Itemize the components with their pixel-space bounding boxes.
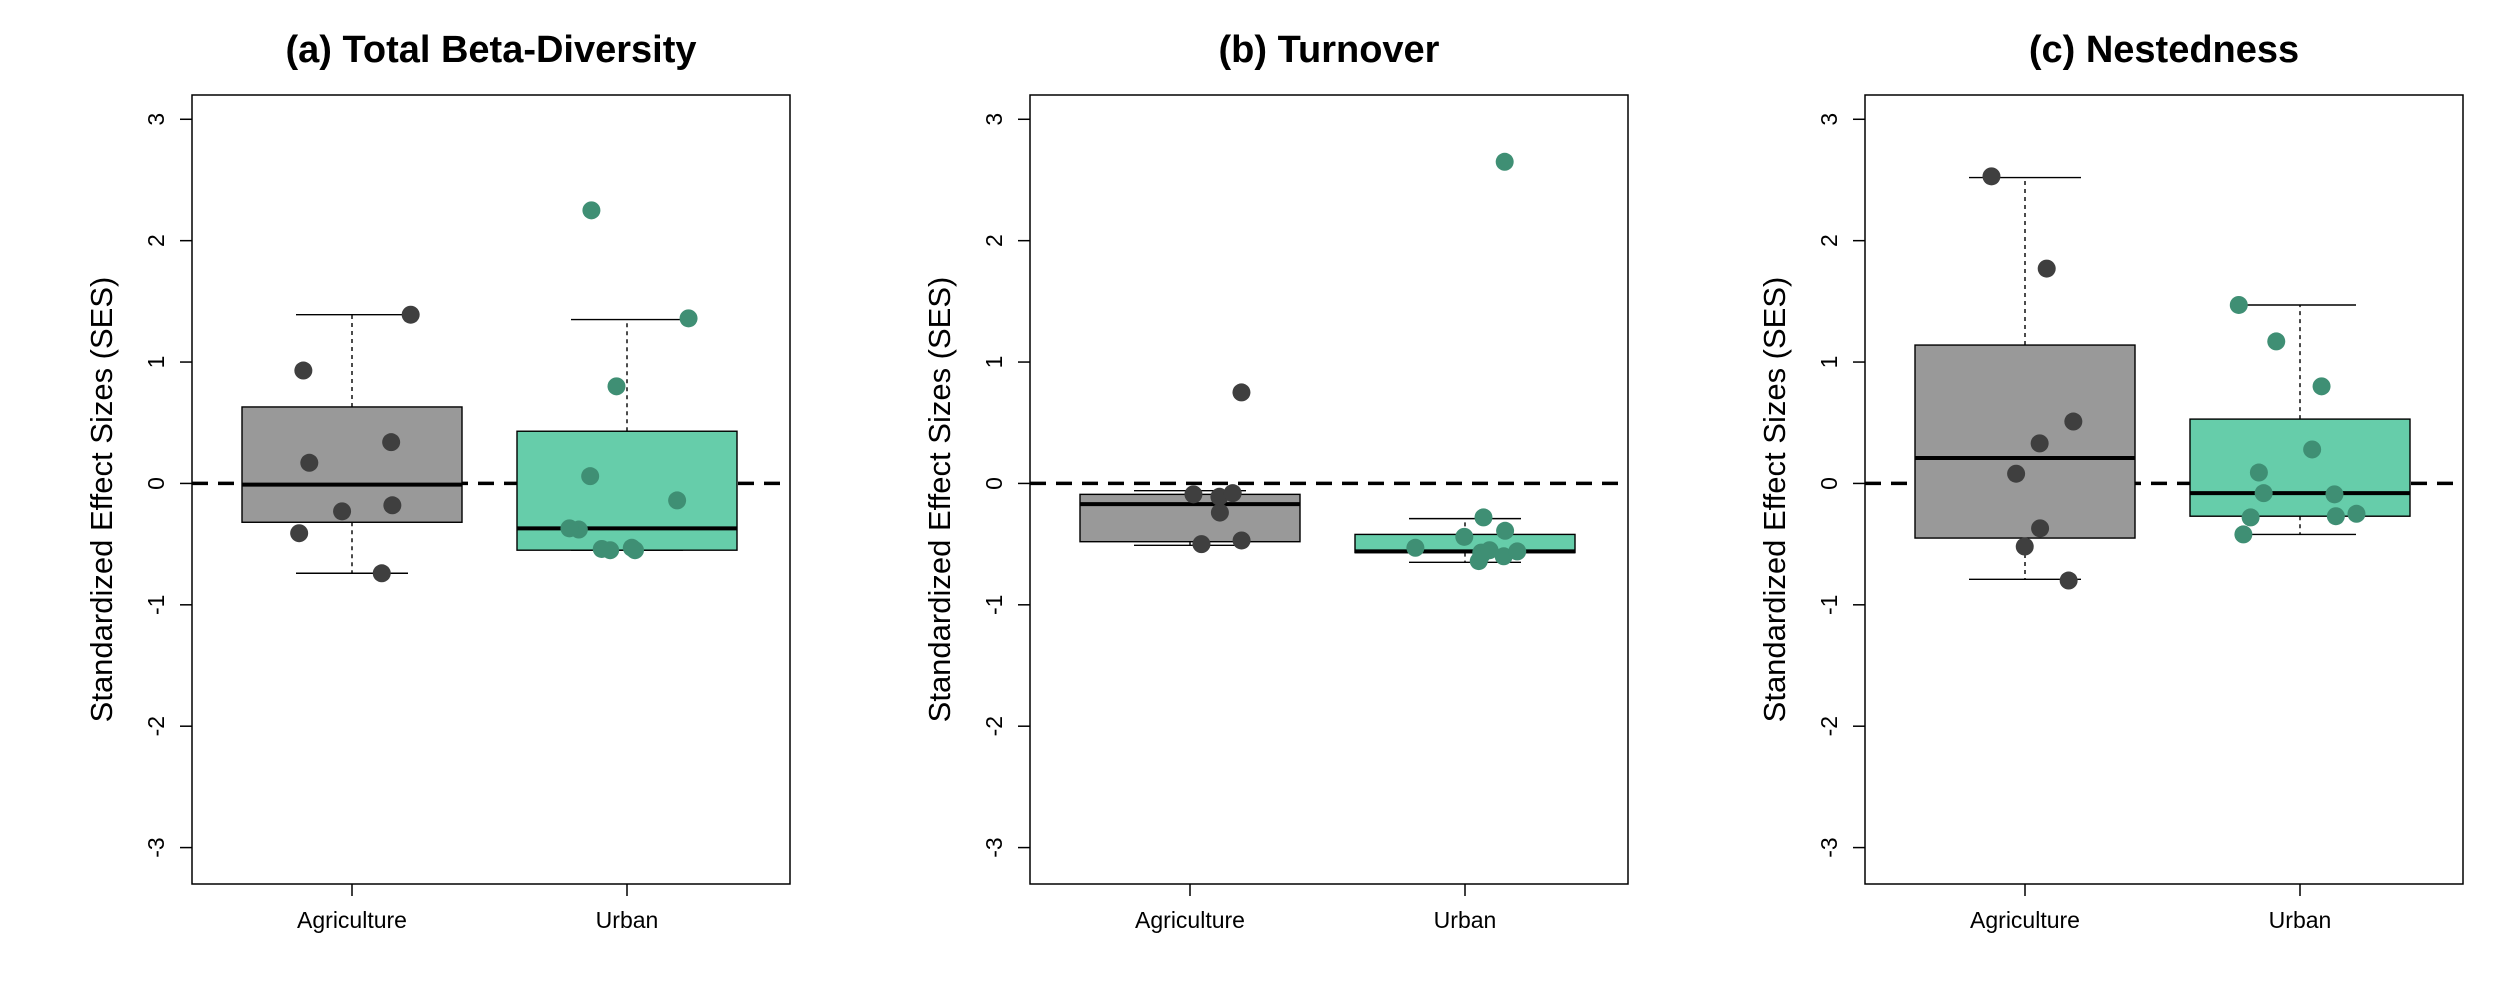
data-point <box>1494 547 1513 566</box>
data-point <box>2015 537 2034 556</box>
chart-panel-1: (a) Total Beta-Diversity Standardized Eff… <box>84 29 791 933</box>
y-tick-label: -3 <box>981 837 1007 857</box>
y-tick-label: 0 <box>1816 477 1842 490</box>
data-point <box>2064 412 2083 431</box>
y-tick-label: 2 <box>981 234 1007 247</box>
data-point <box>2031 519 2050 538</box>
box-group-agriculture: Agriculture <box>1079 383 1301 933</box>
y-tick-label: 1 <box>1816 356 1842 369</box>
x-category-label: Urban <box>1434 907 1497 933</box>
y-tick-label: -2 <box>981 716 1007 736</box>
y-axis-label: Standardized Effect Sizes (SES) <box>922 277 957 723</box>
data-point <box>2325 485 2344 504</box>
panel-title: (c) Nestedness <box>2029 29 2299 71</box>
data-point <box>1480 541 1499 560</box>
data-point <box>2229 295 2248 314</box>
data-point <box>1223 484 1242 503</box>
x-category-label: Agriculture <box>1970 907 2080 933</box>
box-group-urban: Urban <box>516 201 738 933</box>
y-tick-label: 0 <box>143 477 169 490</box>
box-iqr <box>516 430 738 551</box>
x-category-label: Urban <box>596 907 659 933</box>
data-point <box>560 519 579 538</box>
data-point <box>1474 508 1493 527</box>
data-point <box>383 496 402 515</box>
data-point <box>372 564 391 583</box>
data-point <box>290 524 309 543</box>
data-point <box>1210 503 1229 522</box>
data-point <box>300 453 319 472</box>
data-point <box>581 467 600 486</box>
y-tick-label: 2 <box>1816 234 1842 247</box>
y-tick-label: 2 <box>143 234 169 247</box>
data-point <box>2254 484 2273 503</box>
y-tick-label: -3 <box>143 837 169 857</box>
data-point <box>1232 531 1251 550</box>
x-category-label: Agriculture <box>297 907 407 933</box>
y-tick-label: -2 <box>143 716 169 736</box>
data-point <box>2059 571 2078 590</box>
data-point <box>1232 383 1251 402</box>
y-tick-label: -2 <box>1816 716 1842 736</box>
data-point <box>2234 525 2253 544</box>
data-point <box>679 309 698 328</box>
box-group-agriculture: Agriculture <box>241 305 463 933</box>
plot-frame <box>1029 94 1629 885</box>
y-tick-label: 0 <box>981 477 1007 490</box>
box-group-urban: Urban <box>2189 295 2411 933</box>
data-point <box>1496 521 1515 540</box>
data-point <box>2326 507 2345 526</box>
data-point <box>607 377 626 396</box>
data-point <box>2347 504 2366 523</box>
y-axis-label: Standardized Effect Sizes (SES) <box>84 277 119 723</box>
data-point <box>1508 542 1527 561</box>
data-point <box>2267 332 2286 351</box>
plot-frame <box>191 94 791 885</box>
data-point <box>1184 485 1203 504</box>
data-point <box>1495 152 1514 171</box>
box-group-urban: Urban <box>1354 152 1576 933</box>
y-tick-label: -1 <box>1816 595 1842 615</box>
data-point <box>294 361 313 380</box>
data-point <box>2303 440 2322 459</box>
y-tick-label: 1 <box>981 356 1007 369</box>
x-category-label: Urban <box>2269 907 2332 933</box>
chart-panel-3: (c) Nestedness Standardized Effect Sizes … <box>1757 29 2464 933</box>
data-point <box>622 538 641 557</box>
y-axis-label: Standardized Effect Sizes (SES) <box>1757 277 1792 723</box>
data-point <box>1406 538 1425 557</box>
data-point <box>2030 434 2049 453</box>
data-point <box>668 491 687 510</box>
data-point <box>2241 508 2260 527</box>
data-point <box>2037 259 2056 278</box>
y-tick-label: 3 <box>143 113 169 126</box>
panel-title: (a) Total Beta-Diversity <box>285 29 696 71</box>
data-point <box>382 433 401 452</box>
y-tick-label: -1 <box>981 595 1007 615</box>
data-point <box>1192 535 1211 554</box>
y-tick-label: 1 <box>143 356 169 369</box>
data-point <box>582 201 601 220</box>
data-point <box>2007 464 2026 483</box>
data-point <box>401 305 420 324</box>
y-tick-label: -3 <box>1816 837 1842 857</box>
chart-panel-2: (b) Turnover Standardized Effect Sizes (S… <box>922 29 1629 933</box>
box-group-agriculture: Agriculture <box>1914 167 2136 933</box>
y-tick-label: -1 <box>143 595 169 615</box>
box-iqr <box>241 406 463 523</box>
y-tick-label: 3 <box>981 113 1007 126</box>
data-point <box>2312 377 2331 396</box>
data-point <box>592 539 611 558</box>
data-point <box>1982 167 2001 186</box>
panel-title: (b) Turnover <box>1219 29 1440 71</box>
box-iqr <box>1914 344 2136 539</box>
plot-frame <box>1864 94 2464 885</box>
data-point <box>333 502 352 521</box>
y-tick-label: 3 <box>1816 113 1842 126</box>
data-point <box>1455 527 1474 546</box>
data-point <box>2249 463 2268 482</box>
box-iqr <box>2189 418 2411 517</box>
x-category-label: Agriculture <box>1135 907 1245 933</box>
